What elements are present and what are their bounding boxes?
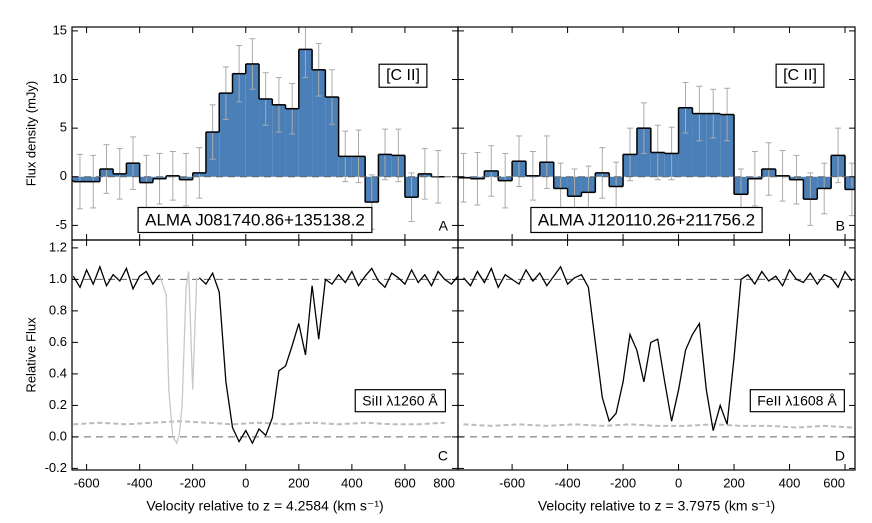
- y-tick-label: -0.2: [45, 460, 67, 475]
- line-label-box: [378, 63, 428, 88]
- y-tick-label: 10: [53, 71, 67, 86]
- bar: [259, 98, 273, 177]
- x-tick-label: -400: [555, 475, 581, 490]
- x-tick-label: 800: [433, 475, 455, 490]
- spectrum: [72, 264, 458, 445]
- source-label-box: [530, 206, 763, 234]
- y-axis-label: Relative Flux: [23, 317, 38, 393]
- line-label: [C II]: [783, 67, 817, 84]
- bar: [720, 114, 735, 177]
- bar: [272, 104, 286, 177]
- y-tick-label: -5: [55, 217, 67, 232]
- bar: [678, 107, 693, 177]
- bar: [72, 176, 74, 181]
- y-tick-label: 0.0: [49, 428, 67, 443]
- y-tick-label: 0.4: [49, 365, 67, 380]
- panel-plot: [458, 81, 855, 226]
- source-label: ALMA J120110.26+211756.2: [538, 210, 755, 229]
- source-label-box: [137, 206, 373, 234]
- x-tick-label: -600: [74, 475, 100, 490]
- error-spectrum: [463, 423, 852, 429]
- line-label-box: [775, 63, 825, 88]
- panel-letter: B: [836, 218, 845, 234]
- x-tick-label: -200: [180, 475, 206, 490]
- masked-spectrum: [158, 271, 198, 445]
- bar: [325, 97, 339, 177]
- x-tick-label: -200: [610, 475, 636, 490]
- bar: [312, 69, 326, 177]
- y-tick-label: 5: [60, 120, 67, 135]
- x-tick-label: 400: [779, 475, 801, 490]
- panel-plot: [458, 265, 855, 438]
- bar: [298, 49, 313, 177]
- x-axis-label: Velocity relative to z = 3.7975 (km s⁻¹): [538, 498, 775, 514]
- y-tick-label: 1.2: [49, 239, 67, 254]
- bar: [219, 93, 233, 177]
- x-tick-label: 0: [675, 475, 682, 490]
- bar: [245, 63, 260, 177]
- panel-letter: D: [835, 448, 845, 464]
- x-tick-label: 400: [341, 475, 363, 490]
- line-label-box: [354, 389, 447, 413]
- spectrum: [463, 265, 853, 431]
- line-label: SiII λ1260 Å: [362, 393, 438, 409]
- error-spectrum: [73, 420, 445, 426]
- line-label: FeII λ1608 Å: [757, 393, 837, 409]
- x-tick-label: 600: [394, 475, 416, 490]
- y-tick-label: 0: [60, 168, 67, 183]
- line-label: [C II]: [386, 67, 420, 84]
- x-tick-label: 0: [242, 475, 249, 490]
- x-axis-label: Velocity relative to z = 4.2584 (km s⁻¹): [146, 498, 383, 514]
- y-tick-label: 15: [53, 22, 67, 37]
- panel-frame: [457, 239, 856, 471]
- x-tick-label: 200: [288, 475, 310, 490]
- source-label: ALMA J081740.86+135138.2: [145, 210, 365, 229]
- y-tick-label: 0.6: [49, 334, 67, 349]
- panel-letter: A: [439, 218, 449, 234]
- x-tick-label: -600: [499, 475, 525, 490]
- x-tick-label: 600: [823, 475, 845, 490]
- bar: [232, 73, 246, 177]
- panel-plot: [72, 27, 458, 230]
- bar: [706, 113, 721, 177]
- bar: [845, 176, 855, 190]
- x-tick-label: -400: [127, 475, 153, 490]
- panel-letter: C: [438, 448, 448, 464]
- x-tick-label: 200: [723, 475, 745, 490]
- y-axis-label: Flux density (mJy): [23, 81, 38, 186]
- y-tick-label: 0.2: [49, 397, 67, 412]
- line-label-box: [749, 389, 845, 413]
- bar: [692, 113, 707, 177]
- y-tick-label: 0.8: [49, 302, 67, 317]
- y-tick-label: 1.0: [49, 271, 67, 286]
- bar: [285, 108, 299, 177]
- panel-plot: [72, 264, 458, 445]
